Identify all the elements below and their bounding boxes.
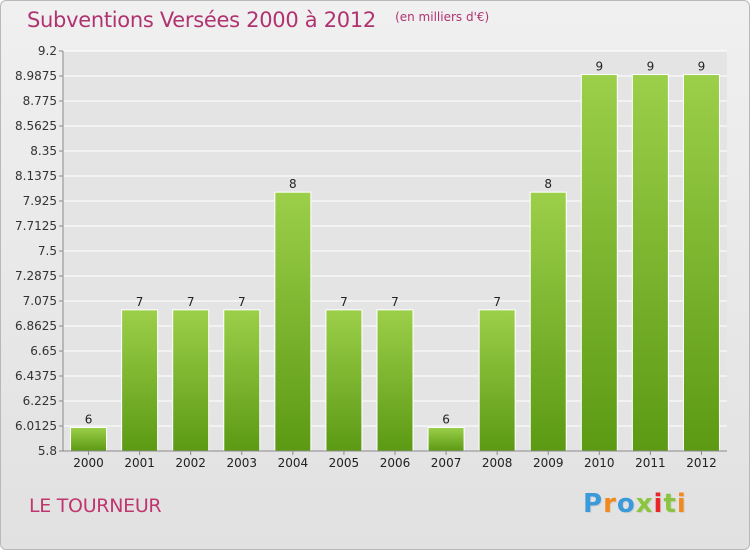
data-label-2006: 7 <box>391 295 399 309</box>
x-tick-label-2007: 2007 <box>431 456 462 470</box>
data-label-2005: 7 <box>340 295 348 309</box>
data-label-2001: 7 <box>136 295 144 309</box>
x-axis-ticks: 2000 2001 2002 2003 2004 2005 2006 2007 2008 2009… <box>73 451 717 470</box>
y-axis-ticks: 5.8 6.0125 6.225 6.4375 6.65 6.8625 7.075 7.287… <box>15 44 63 458</box>
proxiti-logo: Proxiti <box>583 489 687 519</box>
data-label-2000: 6 <box>85 412 93 426</box>
data-label-2003: 7 <box>238 295 246 309</box>
y-tick-label: 8.775 <box>23 94 57 108</box>
data-label-2011: 9 <box>647 60 655 74</box>
bars: 6 7 7 7 8 7 7 6 7 8 9 9 9 <box>70 60 720 452</box>
data-label-2004: 8 <box>289 177 297 191</box>
bar-2010 <box>580 74 618 452</box>
y-tick-label: 7.2875 <box>15 269 57 283</box>
bar-2012 <box>682 74 720 452</box>
y-tick-label: 6.4375 <box>15 369 57 383</box>
y-tick-label: 6.225 <box>23 394 57 408</box>
x-tick-label-2002: 2002 <box>175 456 206 470</box>
x-tick-label-2008: 2008 <box>482 456 513 470</box>
axes <box>62 51 727 452</box>
data-label-2002: 7 <box>187 295 195 309</box>
x-tick-label-2003: 2003 <box>226 456 257 470</box>
y-tick-label: 7.075 <box>23 294 57 308</box>
chart-subtitle: (en milliers d'€) <box>395 10 490 24</box>
y-tick-label: 7.5 <box>38 244 57 258</box>
y-tick-label: 8.9875 <box>15 69 57 83</box>
bar-2011 <box>631 74 669 452</box>
x-tick-label-2009: 2009 <box>533 456 564 470</box>
x-tick-label-2001: 2001 <box>124 456 155 470</box>
y-tick-label: 5.8 <box>38 444 57 458</box>
data-label-2012: 9 <box>698 60 706 74</box>
y-tick-label: 6.8625 <box>15 319 57 333</box>
y-tick-label: 7.7125 <box>15 219 57 233</box>
y-tick-label: 6.65 <box>30 344 57 358</box>
x-tick-label-2006: 2006 <box>380 456 411 470</box>
y-tick-label: 9.2 <box>38 44 57 58</box>
y-tick-label: 8.35 <box>30 144 57 158</box>
data-label-2007: 6 <box>442 412 450 426</box>
bar-2009 <box>529 191 567 452</box>
bar-2000 <box>70 426 108 452</box>
y-tick-label: 7.925 <box>23 194 57 208</box>
x-tick-label-2000: 2000 <box>73 456 104 470</box>
y-tick-label: 6.0125 <box>15 419 57 433</box>
bar-2004 <box>274 191 312 452</box>
bar-2001 <box>121 309 159 452</box>
x-tick-label-2012: 2012 <box>686 456 717 470</box>
chart-title: Subventions Versées 2000 à 2012 <box>27 8 376 32</box>
x-tick-label-2010: 2010 <box>584 456 615 470</box>
data-label-2009: 8 <box>544 177 552 191</box>
bar-2007 <box>427 426 465 452</box>
x-tick-label-2004: 2004 <box>278 456 309 470</box>
bar-2002 <box>172 309 210 452</box>
x-tick-label-2005: 2005 <box>329 456 360 470</box>
bar-2008 <box>478 309 516 452</box>
bar-2005 <box>325 309 363 452</box>
bar-2006 <box>376 309 414 452</box>
y-tick-label: 8.5625 <box>15 119 57 133</box>
x-tick-label-2011: 2011 <box>635 456 666 470</box>
data-label-2010: 9 <box>595 60 603 74</box>
bar-2003 <box>223 309 261 452</box>
commune-name: LE TOURNEUR <box>29 495 162 517</box>
y-tick-label: 8.1375 <box>15 169 57 183</box>
title-block: Subventions Versées 2000 à 2012 (en mill… <box>27 8 489 32</box>
data-label-2008: 7 <box>493 295 501 309</box>
